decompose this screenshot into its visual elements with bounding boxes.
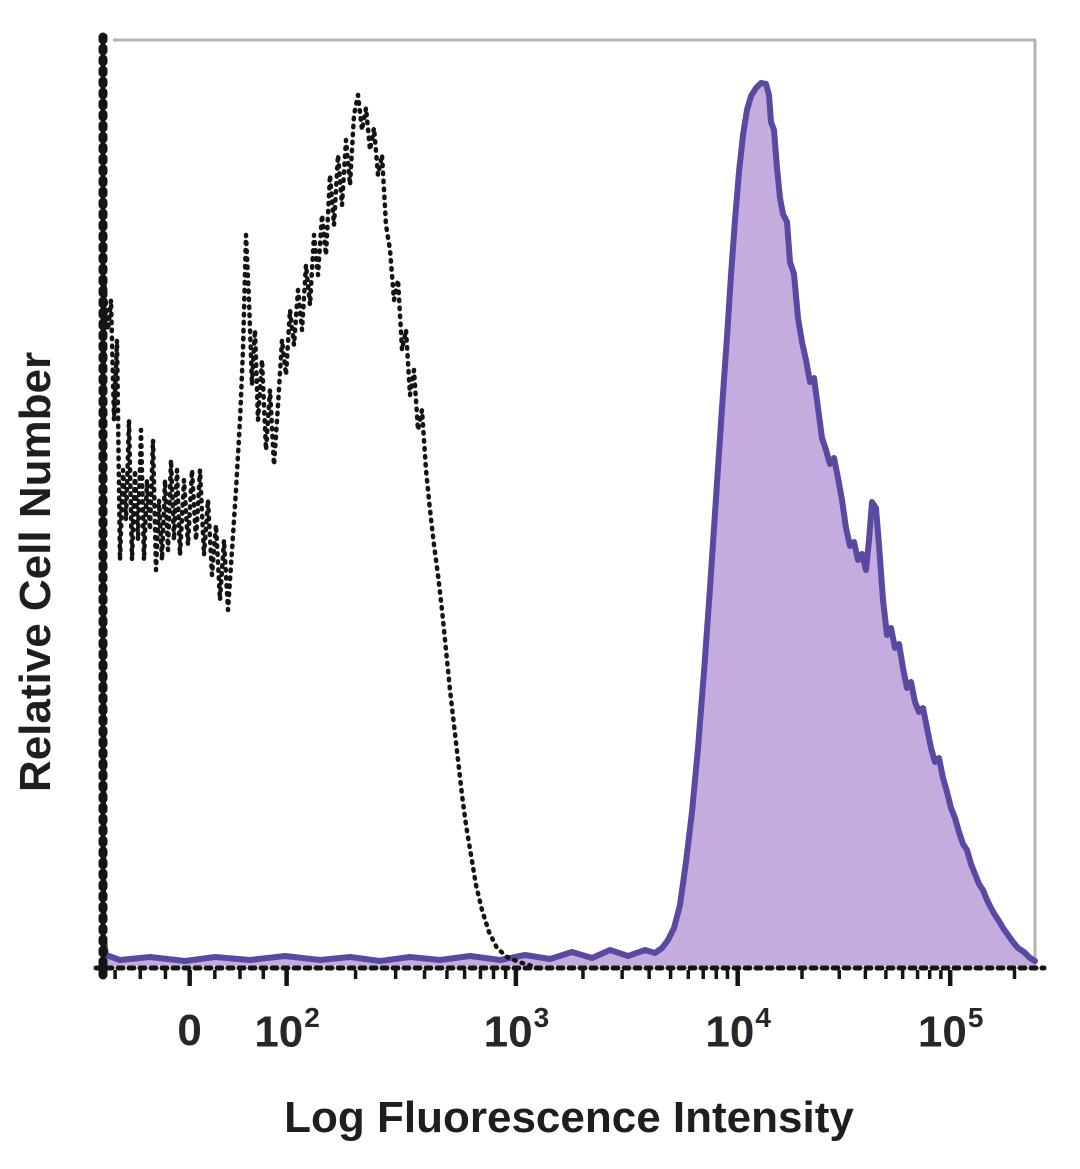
y-axis-title: Relative Cell Number (11, 351, 60, 793)
x-axis-title: Log Fluorescence Intensity (284, 1093, 854, 1142)
